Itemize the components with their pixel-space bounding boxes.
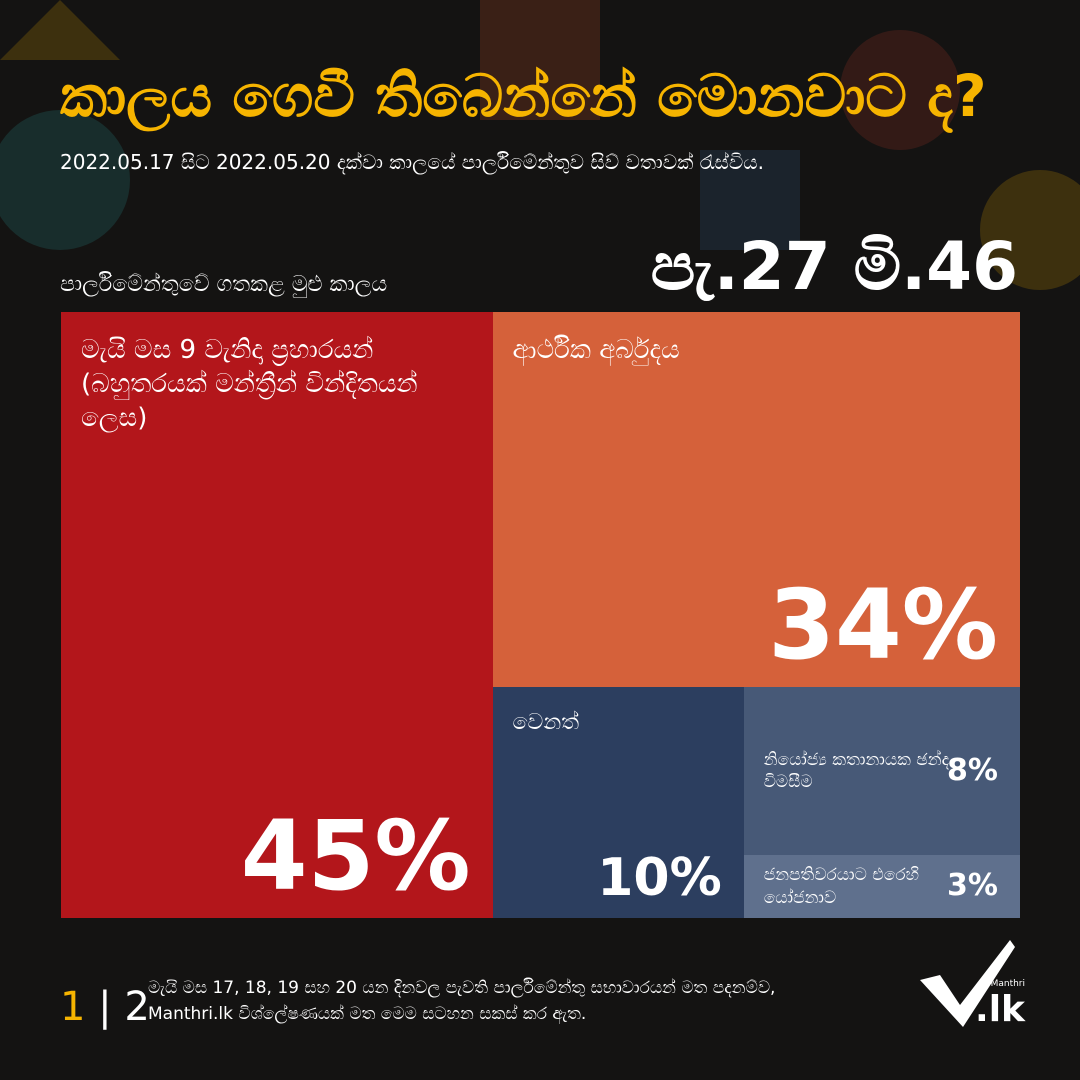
cell-value: 3% — [947, 868, 998, 904]
separator: | — [85, 984, 125, 1030]
logo-check — [920, 940, 1015, 1027]
cell-value: 34% — [768, 568, 998, 681]
treemap-cell: වෙනත් 10% — [492, 686, 744, 918]
cell-label: ආර්ථික අර්බුදය — [512, 335, 680, 365]
logo-small: Manthri — [990, 979, 1025, 989]
cell-label: වෙනත් — [512, 709, 580, 735]
cell-label: නියෝජ්‍ය කතානායක ඡන්ද විමසීම — [763, 749, 950, 792]
cell-value: 8% — [947, 752, 998, 788]
chart-subtitle: 2022.05.17 සිට 2022.05.20 දක්වා කාලයේ පා… — [60, 150, 764, 174]
treemap-cell: ජනපතිවරයාට එරෙහි යෝජනාව 3% — [743, 854, 1020, 918]
footnote-line: Manthri.lk විශ්ලේෂණයක් මත මෙම සටහන සකස් … — [148, 1003, 587, 1024]
cell-label: ජනපතිවරයාට එරෙහි යෝජනාව — [763, 865, 919, 908]
page-total: 2 — [124, 984, 150, 1030]
page-current: 1 — [60, 984, 86, 1030]
treemap-cell: මැයි මස 9 වැනිදා ප්‍රහාරයන් (බහුතරයක් මන… — [61, 312, 493, 918]
footnote-line: මැයි මස 17, 18, 19 සහ 20 යන දිනවල පැවති … — [148, 978, 776, 998]
treemap-cell: ආර්ථික අර්බුදය 34% — [492, 312, 1020, 687]
logo: Manthri .lk — [915, 935, 1025, 1030]
total-value: පැ.27 මි.46 — [650, 228, 1018, 305]
total-label: පාර්ලිමේන්තුවේ ගතකළ මුළු කාලය — [60, 272, 388, 297]
chart-title: කාලය ගෙවී තිබෙන්නේ මොනවාට ද? — [60, 62, 987, 130]
cell-label: මැයි මස 9 වැනිදා ප්‍රහාරයන් (බහුතරයක් මන… — [81, 335, 418, 433]
treemap-cell: නියෝජ්‍ය කතානායක ඡන්ද විමසීම 8% — [743, 686, 1020, 855]
logo-main: .lk — [975, 989, 1025, 1030]
page-indicator: 1 | 2 — [60, 984, 150, 1030]
cell-value: 10% — [597, 847, 722, 908]
cell-value: 45% — [240, 800, 471, 912]
footnote: මැයි මස 17, 18, 19 සහ 20 යන දිනවල පැවති … — [148, 976, 775, 1027]
